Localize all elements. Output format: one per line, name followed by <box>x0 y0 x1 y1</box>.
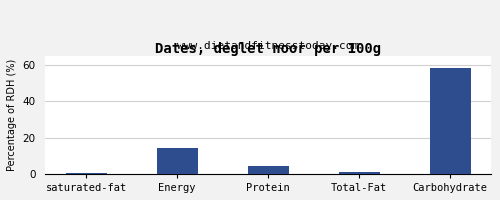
Y-axis label: Percentage of RDH (%): Percentage of RDH (%) <box>7 59 17 171</box>
Bar <box>156 148 198 174</box>
Bar <box>430 68 470 174</box>
Bar <box>66 173 106 174</box>
Title: Dates, deglet noor per 100g: Dates, deglet noor per 100g <box>155 42 381 56</box>
Bar <box>248 166 288 174</box>
Text: www.dietandfitnesstoday.com: www.dietandfitnesstoday.com <box>177 41 360 51</box>
Bar <box>338 172 380 174</box>
